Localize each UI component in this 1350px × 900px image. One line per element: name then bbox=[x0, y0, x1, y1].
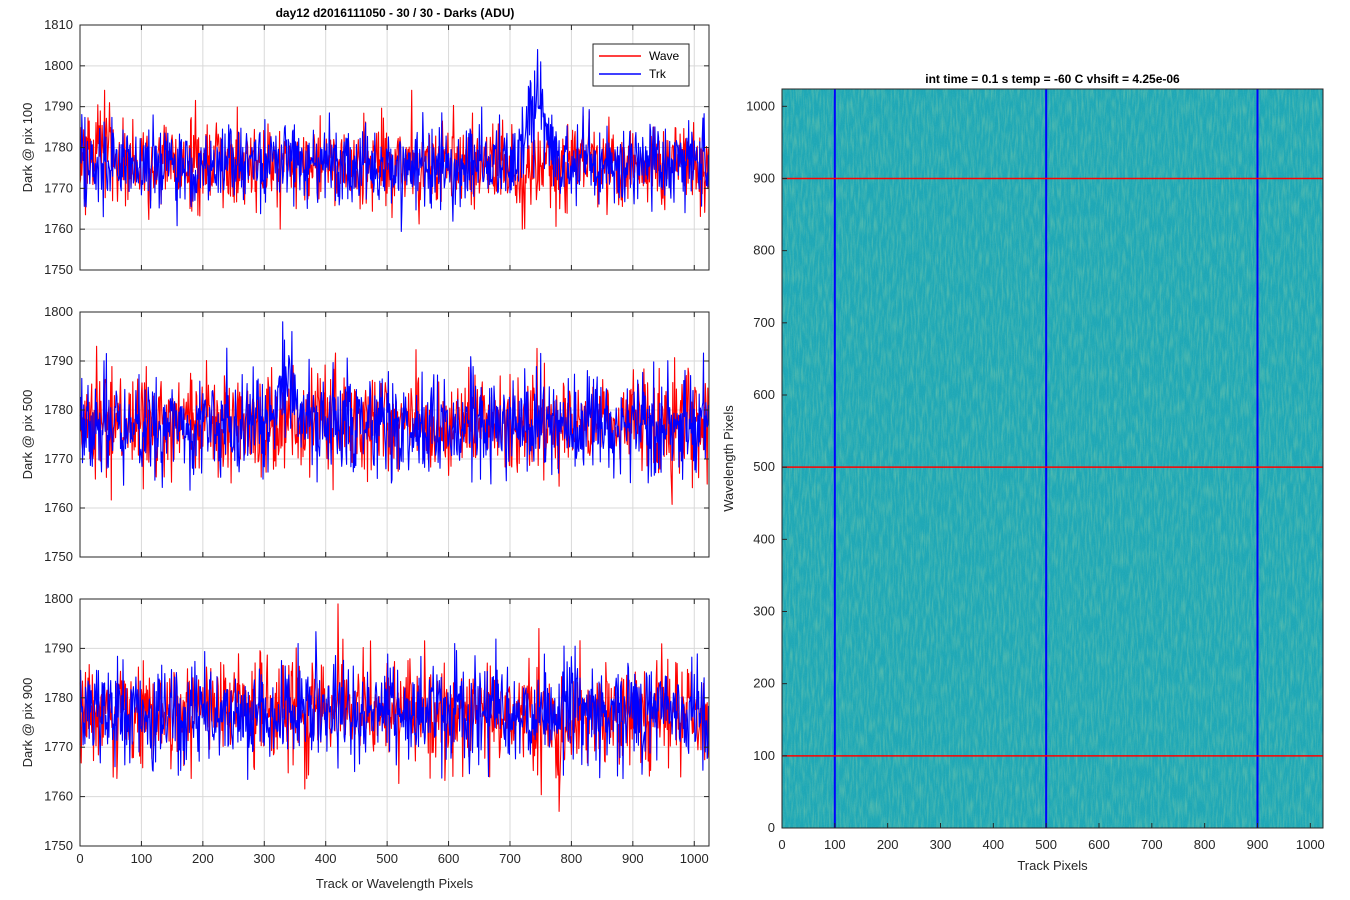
legend: Wave Trk bbox=[592, 43, 690, 87]
x-axis-label: Track or Wavelength Pixels bbox=[316, 876, 474, 891]
y-axis-label: Wavelength Pixels bbox=[721, 405, 736, 512]
x-tick-label: 100 bbox=[824, 837, 846, 852]
y-tick-label: 0 bbox=[768, 820, 775, 835]
y-tick-label: 1800 bbox=[44, 591, 73, 606]
y-tick-label: 600 bbox=[753, 387, 775, 402]
y-tick-label: 1760 bbox=[44, 789, 73, 804]
x-tick-label: 200 bbox=[192, 851, 214, 866]
line-chart-1: 1750 1760 1770 1780 1790 1800 1810 Dark @ pix 1… bbox=[20, 17, 710, 277]
y-axis-label: Dark @ pix 100 bbox=[20, 103, 35, 193]
y-tick-label: 1800 bbox=[44, 304, 73, 319]
x-tick-label: 200 bbox=[877, 837, 899, 852]
series-line-trk bbox=[79, 631, 709, 781]
x-tick-label: 600 bbox=[438, 851, 460, 866]
series-line-trk bbox=[79, 321, 709, 491]
y-tick-label: 500 bbox=[753, 459, 775, 474]
x-tick-label: 800 bbox=[561, 851, 583, 866]
x-tick-label: 500 bbox=[376, 851, 398, 866]
x-tick-label: 100 bbox=[131, 851, 153, 866]
heatmap-chart: 0 100 200 300 400 500 600 700 800 900 1000 0 100 200 3… bbox=[721, 72, 1325, 873]
y-tick-label: 1780 bbox=[44, 140, 73, 155]
x-tick-label: 1000 bbox=[1296, 837, 1325, 852]
x-tick-label: 600 bbox=[1088, 837, 1110, 852]
y-tick-label: 400 bbox=[753, 531, 775, 546]
x-tick-label: 0 bbox=[76, 851, 83, 866]
x-tick-label: 800 bbox=[1194, 837, 1216, 852]
x-tick-label: 400 bbox=[982, 837, 1004, 852]
x-tick-label: 1000 bbox=[680, 851, 709, 866]
x-tick-label: 500 bbox=[1035, 837, 1057, 852]
x-tick-label: 300 bbox=[930, 837, 952, 852]
x-tick-label: 900 bbox=[622, 851, 644, 866]
y-tick-label: 1760 bbox=[44, 500, 73, 515]
figure-title: day12 d2016111050 - 30 / 30 - Darks (ADU… bbox=[276, 6, 515, 20]
series-line-trk bbox=[79, 48, 709, 233]
y-tick-label: 1790 bbox=[44, 640, 73, 655]
x-tick-label: 0 bbox=[778, 837, 785, 852]
line-chart-2: 1750 1760 1770 1780 1790 1800 Dark @ pix 500 bbox=[20, 304, 710, 564]
y-tick-label: 1000 bbox=[746, 98, 775, 113]
legend-box bbox=[592, 43, 690, 87]
y-tick-label: 1770 bbox=[44, 451, 73, 466]
y-axis-label: Dark @ pix 900 bbox=[20, 678, 35, 768]
y-tick-label: 1750 bbox=[44, 838, 73, 853]
heatmap-title: int time = 0.1 s temp = -60 C vhsift = 4… bbox=[925, 72, 1180, 86]
axes-box bbox=[79, 311, 710, 558]
y-tick-label: 900 bbox=[753, 170, 775, 185]
y-axis-label: Dark @ pix 500 bbox=[20, 390, 35, 480]
axes-box bbox=[79, 598, 710, 847]
x-axis-label: Track Pixels bbox=[1017, 858, 1088, 873]
y-tick-label: 100 bbox=[753, 748, 775, 763]
x-tick-label: 700 bbox=[1141, 837, 1163, 852]
y-tick-label: 300 bbox=[753, 603, 775, 618]
x-tick-label: 900 bbox=[1247, 837, 1269, 852]
y-tick-label: 1790 bbox=[44, 353, 73, 368]
x-tick-label: 400 bbox=[315, 851, 337, 866]
y-tick-label: 1780 bbox=[44, 690, 73, 705]
y-tick-label: 1770 bbox=[44, 739, 73, 754]
y-tick-label: 1750 bbox=[44, 549, 73, 564]
y-tick-label: 1760 bbox=[44, 221, 73, 236]
y-tick-label: 1790 bbox=[44, 99, 73, 114]
x-tick-label: 300 bbox=[253, 851, 275, 866]
y-tick-label: 800 bbox=[753, 243, 775, 258]
y-tick-label: 1770 bbox=[44, 180, 73, 195]
line-chart-3: 0 100 200 300 400 500 600 700 800 900 1000 1750 1760… bbox=[20, 591, 710, 891]
legend-label-wave: Wave bbox=[649, 49, 680, 63]
y-tick-label: 1750 bbox=[44, 262, 73, 277]
axes-box bbox=[781, 88, 1324, 829]
y-tick-label: 700 bbox=[753, 315, 775, 330]
y-tick-label: 1810 bbox=[44, 17, 73, 32]
x-tick-label: 700 bbox=[499, 851, 521, 866]
legend-label-trk: Trk bbox=[649, 67, 667, 81]
y-tick-label: 200 bbox=[753, 676, 775, 691]
heatmap-noise-streaks bbox=[782, 89, 1323, 828]
y-tick-label: 1780 bbox=[44, 402, 73, 417]
y-tick-label: 1800 bbox=[44, 58, 73, 73]
